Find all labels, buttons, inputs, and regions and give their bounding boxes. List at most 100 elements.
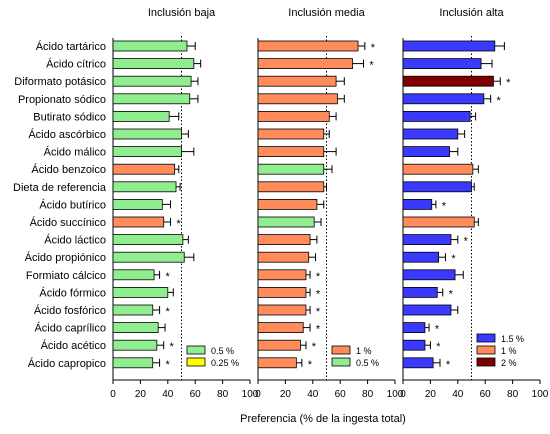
bar [112,339,158,351]
category-label: Ácido caprílico [34,322,106,335]
legend-label: 2 % [501,358,517,368]
category-label: Ácido capropico [28,357,106,370]
category-label: Dieta de referencia [13,182,107,194]
x-tick-label: 0 [400,389,406,400]
significance-marker: * [506,77,511,89]
bar [402,128,459,140]
bar [112,357,154,369]
bar [257,304,307,316]
bar [112,216,165,228]
category-label: Ácido fórmico [39,286,106,299]
bar [402,111,471,122]
significance-marker: * [369,60,374,72]
significance-marker: * [316,288,321,300]
bar [402,75,494,87]
significance-marker: * [308,359,313,371]
x-tick-label: 0 [255,389,261,400]
bar [402,93,485,105]
bar [402,58,482,69]
panel-title: Inclusión media [288,7,365,19]
bar [112,269,155,281]
legend-label: 0.25 % [211,358,239,368]
significance-marker: * [371,42,376,54]
bar [112,75,192,87]
category-label: Ácido tartárico [36,40,106,53]
category-label: Ácido benzoico [31,163,106,176]
bar [257,93,338,105]
significance-marker: * [312,341,317,353]
x-tick-label: 20 [135,389,147,400]
bar [257,234,311,246]
bar [257,40,359,52]
x-tick-label: 40 [162,389,174,400]
bar [402,181,472,193]
significance-marker: * [436,341,441,353]
significance-marker: * [170,341,175,353]
category-label: Ácido butírico [39,198,106,211]
significance-marker: * [316,324,321,336]
legend-swatch [331,345,351,355]
significance-marker: * [497,95,502,107]
x-tick-label: 80 [217,389,229,400]
bar [402,234,452,246]
legend-swatch [476,333,496,343]
significance-marker: * [165,306,170,318]
bar [257,269,307,281]
x-tick-label: 20 [280,389,292,400]
bar [112,181,177,193]
bar [112,304,154,316]
x-tick-label: 60 [480,389,492,400]
category-label: Diformato potásico [14,76,106,88]
significance-marker: * [435,324,440,336]
category-label: Ácido succínico [30,216,106,229]
bar [257,251,310,263]
bar [112,93,191,105]
x-tick-label: 40 [452,389,464,400]
x-tick-label: 80 [362,389,374,400]
category-label: Butirato sódico [33,111,106,123]
bar [257,216,315,228]
significance-marker: * [316,306,321,318]
panel-title: Inclusión alta [439,7,504,19]
legend-swatch [476,357,496,367]
bar [402,357,434,369]
bar [257,339,301,351]
bar [257,75,337,87]
x-axis-label: Preferencia (% de la ingesta total) [240,413,406,425]
category-label: Propionato sódico [18,94,106,106]
bar [257,322,304,334]
bar [402,339,426,351]
legend-swatch [186,357,206,367]
bar [112,234,184,246]
category-label: Ácido láctico [44,234,106,247]
x-tick-label: 80 [507,389,519,400]
bar [402,286,438,298]
legend-swatch [186,345,206,355]
category-label: Ácido cítrico [46,58,106,71]
bar [112,58,195,69]
bar [257,357,297,369]
category-label: Ácido ascórbico [28,128,106,141]
significance-marker: * [464,236,469,248]
significance-marker: * [449,288,454,300]
category-label: Ácido propiónico [25,251,106,264]
bar [402,198,433,210]
significance-marker: * [176,218,181,230]
bar [112,146,182,158]
legend-swatch [331,357,351,367]
bar [402,146,450,158]
bar [257,111,330,122]
legend-label: 0.5 % [356,358,379,368]
legend-label: 0.5 % [211,346,234,356]
legend-label: 1 % [501,346,517,356]
bar [402,304,452,316]
significance-marker: * [165,271,170,283]
bar [402,269,456,281]
x-tick-label: 100 [387,389,404,400]
bar [112,198,163,210]
panel-title: Inclusión baja [148,7,216,19]
x-tick-label: 0 [110,389,116,400]
category-label: Ácido málico [44,146,106,159]
bar [257,181,325,193]
